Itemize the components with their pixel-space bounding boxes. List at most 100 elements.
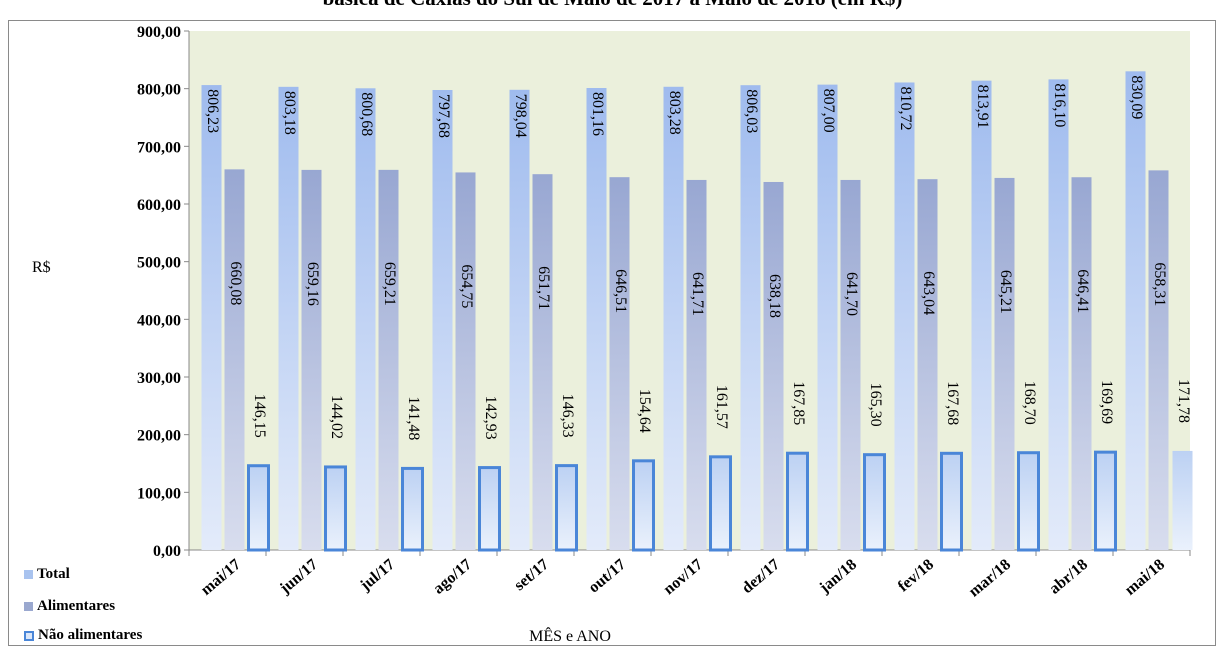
data-label: 803,18 — [281, 91, 298, 135]
data-label: 801,16 — [589, 92, 606, 136]
data-label: 807,00 — [820, 89, 837, 133]
y-tick-label: 100,00 — [137, 485, 181, 502]
data-label: 803,28 — [666, 91, 683, 135]
bar-total — [432, 90, 453, 551]
bar-total — [817, 84, 838, 550]
data-label: 810,72 — [897, 86, 914, 130]
data-label: 643,04 — [920, 271, 937, 315]
data-label: 141,48 — [405, 396, 422, 440]
data-label: 168,70 — [1021, 381, 1038, 425]
bar-nao-alimentares — [401, 466, 424, 552]
data-label: 142,93 — [482, 396, 499, 440]
legend-swatch-total — [24, 570, 33, 579]
data-label: 816,10 — [1051, 83, 1068, 127]
y-tick-label: 500,00 — [137, 255, 181, 272]
bar-total — [278, 86, 299, 551]
data-label: 651,71 — [535, 266, 552, 310]
data-label: 797,68 — [435, 94, 452, 138]
x-axis-title: MÊS e ANO — [529, 626, 611, 645]
bar-alimentares — [224, 169, 245, 550]
bar-nao-alimentares — [1017, 451, 1040, 552]
bar-nao-alimentares — [863, 453, 886, 552]
y-tick-label: 900,00 — [137, 24, 181, 41]
bar-total — [1125, 71, 1146, 551]
bar-total — [355, 88, 376, 550]
bar-alimentares — [1148, 170, 1169, 550]
x-tick-label: abr/18 — [1046, 556, 1091, 598]
data-label: 171,78 — [1175, 379, 1192, 423]
data-label: 144,02 — [328, 395, 345, 439]
chart-frame — [8, 20, 1216, 646]
bar-alimentares — [532, 174, 553, 550]
bar-alimentares — [609, 177, 630, 550]
chart-title: básica de Caxias do Sul de Maio de 2017 … — [0, 0, 1225, 11]
legend-swatch-nao-alimentares — [24, 630, 34, 641]
bar-alimentares — [378, 169, 399, 550]
bar-nao-alimentares — [709, 455, 732, 552]
x-tick-label: nov/17 — [660, 556, 706, 598]
data-label: 659,16 — [304, 262, 321, 306]
data-label: 800,68 — [358, 92, 375, 136]
data-label: 161,57 — [713, 385, 730, 429]
data-label: 645,21 — [997, 270, 1014, 314]
data-label: 658,31 — [1151, 262, 1168, 306]
x-tick-label: dez/17 — [739, 556, 783, 597]
y-axis: 0,00 100,00 200,00 300,00 400,00 500,00 600,00… — [137, 24, 190, 560]
data-label: 646,51 — [612, 269, 629, 313]
data-label: 167,85 — [790, 381, 807, 425]
legend-label-nao-alimentares: Não alimentares — [38, 627, 143, 643]
data-label: 641,70 — [843, 272, 860, 316]
bar-nao-alimentares — [478, 466, 501, 552]
data-label: 798,04 — [512, 94, 529, 138]
bar-nao-alimentares — [324, 465, 347, 552]
bar-nao-alimentares — [1172, 450, 1193, 550]
bar-total — [509, 89, 530, 550]
bar-nao-alimentares — [555, 464, 578, 552]
y-tick-label: 400,00 — [137, 312, 181, 329]
data-label: 641,71 — [689, 272, 706, 316]
y-axis-title: R$ — [32, 259, 51, 276]
bar-total — [201, 85, 222, 550]
x-tick-label: fev/18 — [895, 556, 937, 595]
legend-item-nao-alimentares: Não alimentares — [24, 627, 142, 644]
data-label: 806,23 — [204, 89, 221, 133]
x-tick-label: mar/18 — [966, 556, 1014, 600]
bar-alimentares — [455, 172, 476, 551]
y-tick-label: 300,00 — [137, 370, 181, 387]
data-label: 830,09 — [1128, 75, 1145, 119]
x-tick-label: mai/18 — [1122, 556, 1168, 599]
x-tick-label: jul/17 — [356, 556, 398, 595]
data-label: 167,68 — [944, 381, 961, 425]
y-tick-label: 200,00 — [137, 428, 181, 445]
data-label: 146,33 — [559, 394, 576, 438]
legend-label-alimentares: Alimentares — [37, 598, 116, 614]
bar-nao-alimentares — [1094, 450, 1117, 552]
data-label: 646,41 — [1074, 269, 1091, 313]
y-tick-label: 700,00 — [137, 139, 181, 156]
bar-nao-alimentares — [632, 459, 655, 552]
x-tick-label: jun/17 — [276, 556, 321, 598]
bars — [201, 71, 1193, 552]
x-axis: mai/17 jun/17 jul/17 ago/17 set/17 out/17 nov/… — [188, 549, 1191, 600]
bar-nao-alimentares — [247, 464, 270, 552]
bar-alimentares — [994, 177, 1015, 550]
bar-alimentares — [1071, 177, 1092, 551]
bar-total — [894, 82, 915, 550]
x-tick-label: mai/17 — [198, 556, 244, 599]
bar-nao-alimentares — [786, 451, 809, 552]
data-label: 154,64 — [636, 389, 653, 433]
x-tick-label: out/17 — [585, 556, 629, 596]
x-tick-label: jan/18 — [816, 556, 860, 597]
y-tick-label: 0,00 — [153, 543, 181, 560]
bar-total — [586, 87, 607, 550]
y-tick-label: 800,00 — [137, 82, 181, 99]
bar-alimentares — [686, 179, 707, 550]
bar-total — [1048, 79, 1069, 551]
bar-total — [663, 86, 684, 550]
data-label: 806,03 — [743, 89, 760, 133]
legend-label-total: Total — [37, 566, 70, 582]
data-label: 813,91 — [974, 85, 991, 129]
data-label: 654,75 — [458, 264, 475, 308]
bar-alimentares — [763, 181, 784, 551]
